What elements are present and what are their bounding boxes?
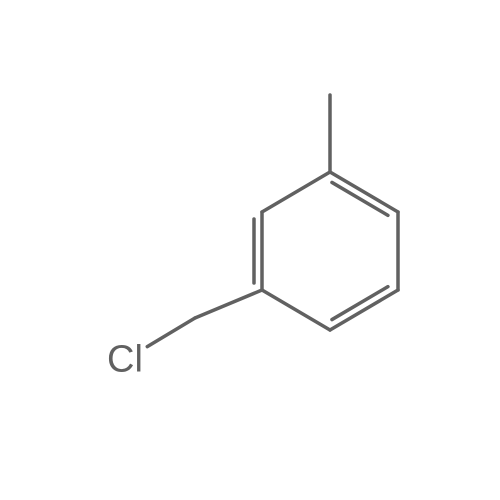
atom-label-cl: Cl bbox=[107, 339, 143, 382]
molecule-diagram bbox=[0, 0, 500, 500]
